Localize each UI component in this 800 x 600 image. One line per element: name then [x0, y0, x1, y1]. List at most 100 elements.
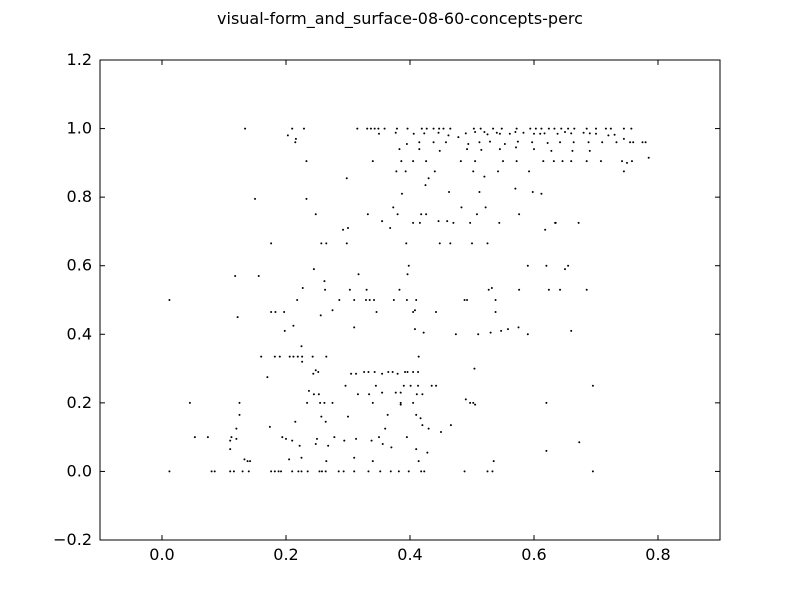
- scatter-point-228: [570, 329, 573, 332]
- y-tick-label: 1.0: [67, 119, 92, 138]
- scatter-point-30: [585, 127, 588, 130]
- scatter-point-326: [415, 448, 418, 451]
- scatter-point-330: [390, 446, 393, 449]
- scatter-point-38: [378, 132, 380, 135]
- scatter-point-270: [356, 393, 359, 396]
- scatter-point-325: [381, 443, 384, 445]
- scatter-point-64: [564, 131, 566, 133]
- scatter-point-233: [288, 355, 291, 358]
- scatter-point-287: [469, 401, 472, 404]
- scatter-point-245: [350, 372, 353, 375]
- scatter-point-34: [622, 127, 625, 130]
- scatter-point-194: [338, 299, 341, 301]
- scatter-point-54: [570, 132, 573, 135]
- scatter-point-61: [498, 132, 501, 135]
- scatter-point-132: [531, 191, 534, 193]
- scatter-point-180: [323, 280, 326, 283]
- scatter-point-307: [193, 436, 196, 439]
- scatter-point-199: [392, 299, 395, 301]
- scatter-point-256: [412, 371, 415, 373]
- scatter-point-122: [528, 170, 531, 173]
- scatter-point-198: [373, 299, 376, 301]
- scatter-point-166: [438, 242, 441, 245]
- scatter-point-284: [399, 401, 402, 404]
- scatter-point-341: [492, 460, 495, 463]
- scatter-point-70: [432, 141, 435, 144]
- scatter-point-339: [371, 460, 374, 463]
- scatter-point-152: [437, 220, 440, 223]
- scatter-point-364: [379, 470, 382, 473]
- scatter-point-124: [626, 161, 628, 164]
- scatter-point-227: [526, 333, 529, 336]
- scatter-point-13: [432, 127, 435, 130]
- scatter-point-215: [319, 314, 322, 317]
- scatter-point-103: [459, 160, 462, 163]
- scatter-point-181: [301, 287, 304, 289]
- scatter-point-235: [296, 355, 299, 358]
- scatter-point-357: [318, 470, 321, 473]
- scatter-point-39: [394, 131, 397, 134]
- scatter-point-283: [371, 401, 374, 404]
- scatter-point-292: [320, 415, 323, 418]
- scatter-point-142: [518, 213, 521, 216]
- scatter-point-127: [424, 184, 427, 187]
- scatter-point-291: [238, 413, 241, 416]
- scatter-point-337: [325, 460, 328, 463]
- scatter-point-15: [442, 127, 445, 130]
- scatter-point-87: [398, 148, 401, 151]
- scatter-point-300: [324, 420, 327, 423]
- scatter-point-272: [381, 391, 384, 394]
- scatter-point-99: [371, 160, 374, 163]
- scatter-point-248: [367, 371, 370, 373]
- scatter-point-323: [343, 439, 346, 442]
- scatter-point-22: [529, 127, 532, 130]
- scatter-point-353: [291, 470, 294, 473]
- scatter-point-72: [467, 143, 470, 145]
- scatter-point-275: [415, 393, 418, 396]
- scatter-point-232: [278, 355, 281, 358]
- y-tick-label: 0.0: [67, 461, 92, 480]
- scatter-point-296: [419, 417, 422, 420]
- scatter-point-192: [168, 299, 171, 301]
- scatter-point-32: [604, 127, 607, 130]
- scatter-point-177: [545, 264, 548, 267]
- scatter-point-29: [573, 127, 576, 130]
- scatter-point-123: [622, 170, 625, 173]
- scatter-point-302: [384, 427, 387, 430]
- scatter-point-262: [409, 384, 412, 387]
- scatter-point-312: [285, 437, 287, 440]
- scatter-point-247: [363, 371, 366, 373]
- scatter-point-104: [474, 160, 477, 163]
- scatter-point-365: [389, 470, 392, 473]
- scatter-point-175: [257, 275, 260, 277]
- scatter-point-96: [571, 149, 574, 152]
- scatter-point-345: [229, 470, 232, 473]
- scatter-point-125: [345, 177, 348, 180]
- scatter-point-249: [373, 371, 376, 373]
- scatter-point-148: [446, 220, 449, 223]
- scatter-point-185: [398, 288, 401, 291]
- scatter-point-266: [591, 384, 594, 387]
- scatter-point-237: [311, 355, 314, 358]
- scatter-point-37: [294, 137, 297, 140]
- scatter-point-17: [472, 127, 475, 130]
- scatter-point-60: [483, 131, 486, 133]
- scatter-point-162: [320, 242, 323, 245]
- scatter-point-332: [246, 460, 249, 463]
- scatter-point-347: [241, 470, 244, 473]
- scatter-point-314: [316, 437, 318, 440]
- scatter-point-366: [397, 470, 400, 473]
- scatter-point-112: [599, 160, 602, 163]
- scatter-point-25: [547, 127, 550, 130]
- scatter-point-243: [312, 372, 315, 375]
- scatter-point-160: [389, 227, 392, 229]
- scatter-point-303: [235, 427, 238, 430]
- scatter-point-212: [435, 311, 438, 313]
- scatter-point-102: [425, 160, 428, 163]
- scatter-point-279: [306, 401, 309, 404]
- scatter-point-31: [595, 127, 597, 130]
- scatter-point-320: [298, 444, 301, 447]
- scatter-point-20: [500, 127, 503, 130]
- scatter-point-151: [418, 221, 421, 224]
